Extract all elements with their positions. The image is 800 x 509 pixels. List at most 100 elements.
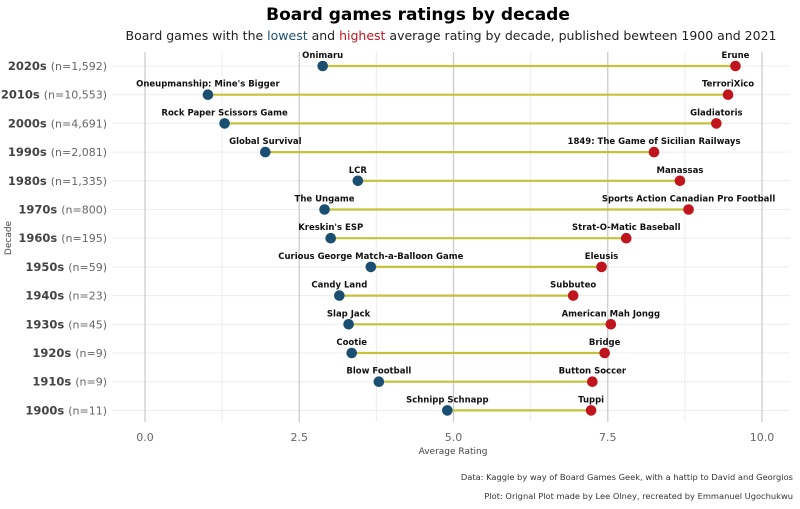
x-tick-label: 7.5 [599,431,617,444]
x-tick-labels: 0.0 2.5 5.0 7.5 10.0 [136,431,774,444]
y-tick-decade: 1940s [25,289,68,303]
high-rating-point [587,376,598,388]
low-game-label: Blow Football [346,367,411,377]
chart-title: Board games ratings by decade [266,5,570,25]
subtitle-prefix: Board games with the [126,28,268,43]
y-tick-count: (n=23) [68,290,107,303]
low-game-label: Rock Paper Scissors Game [161,108,288,118]
low-rating-point [343,319,354,330]
data-rows: Onimaru Erune Oneupmanship: Mine's Bigger T… [136,51,775,416]
low-rating-point [373,376,385,388]
low-rating-point [325,232,337,244]
y-tick-count: (n=10,553) [44,89,107,102]
low-rating-point [319,204,330,215]
y-tick-decade: 2020s [8,59,51,73]
y-tick-decade: 1950s [25,260,68,274]
y-tick-decade: 1970s [18,203,61,217]
low-rating-point [219,118,230,129]
low-game-label: Curious George Match-a-Balloon Game [278,252,463,262]
low-game-label: Cootie [336,338,367,348]
low-rating-point [317,60,328,72]
high-game-label: Button Soccer [559,367,627,377]
low-game-label: Oneupmanship: Mine's Bigger [136,80,280,90]
y-tick-count: (n=45) [68,318,107,331]
subtitle-low-word: lowest [267,28,308,43]
high-rating-point [711,118,722,129]
high-rating-point [596,261,607,273]
low-rating-point [365,261,377,273]
y-tick-decade: 1930s [25,317,68,331]
high-game-label: American Mah Jongg [562,309,661,319]
y-tick-decade: 1990s [8,145,51,159]
y-tick-label: 1970s (n=800) [18,203,107,217]
x-axis-label: Average Rating [419,447,488,457]
chart-subtitle: Board games with the lowest and highest … [126,28,777,43]
y-tick-label: 1990s (n=2,081) [8,145,107,159]
y-tick-decade: 1900s [25,403,68,417]
y-tick-label: 1940s (n=23) [25,289,107,303]
high-rating-point [648,146,660,158]
high-game-label: Tuppi [578,395,604,405]
high-rating-point [620,232,632,244]
low-rating-point [260,146,271,158]
x-tick-label: 10.0 [750,431,775,444]
high-game-label: Gladiatoris [690,108,742,118]
y-tick-decade: 1920s [32,346,75,360]
low-game-label: Candy Land [311,281,367,291]
y-tick-count: (n=800) [61,204,107,217]
high-rating-point [730,60,741,72]
low-rating-point [442,405,453,416]
high-rating-point [683,204,694,215]
caption-data-source: Data: Kaggle by way of Board Games Geek,… [461,472,793,482]
low-rating-point [334,290,345,301]
y-axis-label: Decade [4,220,14,255]
y-tick-label: 1950s (n=59) [25,260,107,274]
y-tick-label: 1900s (n=11) [25,403,107,417]
y-tick-count: (n=195) [61,232,107,245]
x-tick-label: 5.0 [445,431,463,444]
high-rating-point [599,347,610,359]
y-tick-label: 1920s (n=9) [32,346,107,360]
y-tick-decade: 1960s [18,231,61,245]
y-tick-count: (n=1,592) [51,60,107,73]
low-game-label: Schnipp Schnapp [406,395,488,405]
high-game-label: Eleusis [585,252,619,262]
caption-plot-credit: Plot: Orignal Plot made by Lee Olney, re… [484,491,793,501]
y-tick-label: 1960s (n=195) [18,231,107,245]
high-rating-point [674,175,686,187]
low-game-label: The Ungame [295,195,355,205]
subtitle-high-word: highest [339,28,385,43]
x-tick-label: 2.5 [291,431,309,444]
high-game-label: Bridge [589,338,621,348]
y-tick-count: (n=9) [75,376,107,389]
low-game-label: Global Survival [229,137,302,147]
y-tick-label: 2020s (n=1,592) [8,59,107,73]
y-tick-label: 2010s (n=10,553) [1,88,107,102]
high-rating-point [585,405,597,416]
low-rating-point [346,347,357,359]
y-tick-decade: 1980s [8,174,51,188]
x-tick-label: 0.0 [136,431,154,444]
subtitle-suffix: average rating by decade, published bewt… [385,28,776,43]
y-tick-count: (n=11) [68,404,107,417]
y-tick-count: (n=1,335) [51,175,107,188]
high-game-label: 1849: The Game of Sicilian Railways [568,137,741,147]
y-tick-label: 2000s (n=4,691) [8,116,107,130]
low-game-label: Onimaru [302,51,343,61]
high-game-label: Sports Action Canadian Pro Football [602,195,775,205]
y-tick-count: (n=4,691) [51,117,107,130]
low-game-label: Slap Jack [327,309,371,319]
high-rating-point [722,89,734,100]
y-tick-count: (n=9) [75,347,107,360]
high-game-label: Strat-O-Matic Baseball [572,223,681,233]
high-game-label: Subbuteo [550,281,596,291]
y-tick-decade: 2000s [8,116,51,130]
subtitle-middle: and [308,28,339,43]
low-game-label: Kreskin's ESP [298,223,363,233]
high-game-label: Erune [722,51,750,61]
low-game-label: LCR [349,166,368,176]
high-rating-point [567,290,579,301]
y-tick-label: 1980s (n=1,335) [8,174,107,188]
y-tick-label: 1930s (n=45) [25,317,107,331]
